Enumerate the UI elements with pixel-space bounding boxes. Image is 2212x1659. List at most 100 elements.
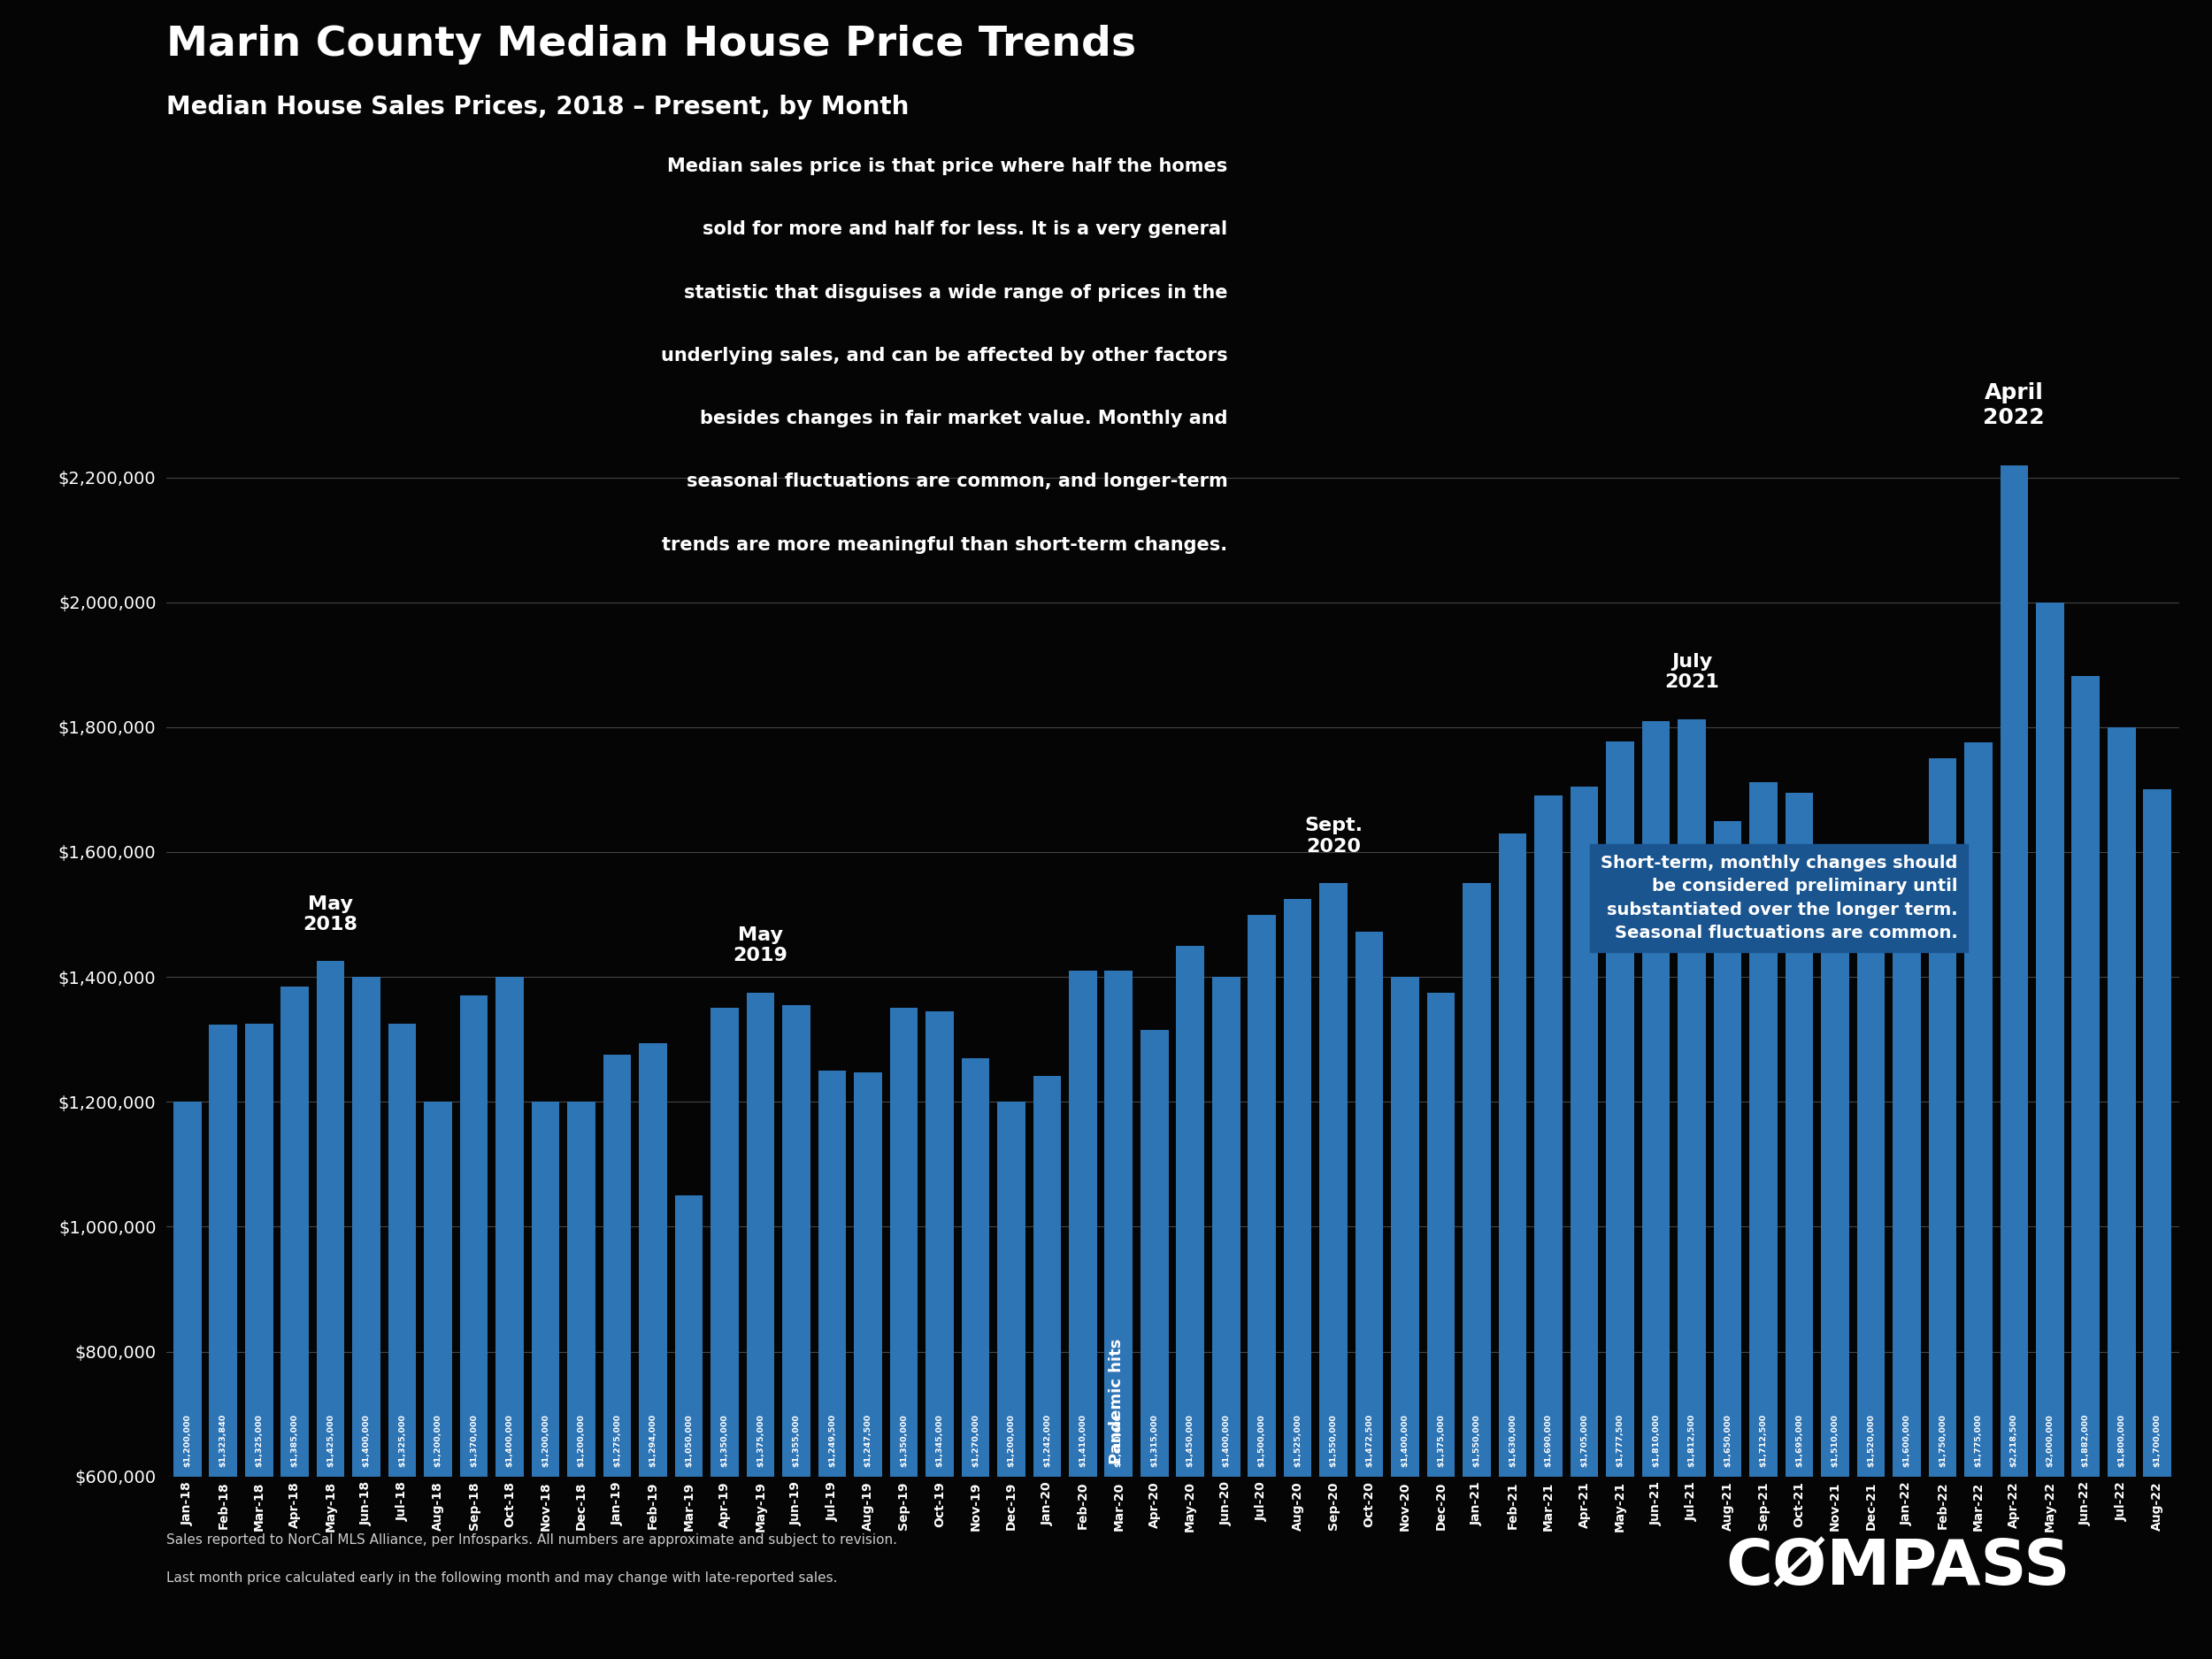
Text: $1,325,000: $1,325,000 bbox=[398, 1413, 407, 1467]
Text: $1,323,840: $1,323,840 bbox=[219, 1413, 228, 1467]
Text: Marin County Median House Price Trends: Marin County Median House Price Trends bbox=[166, 25, 1135, 65]
Text: $1,690,000: $1,690,000 bbox=[1544, 1413, 1553, 1467]
Bar bbox=[568, 1102, 595, 1659]
Text: Last month price calculated early in the following month and may change with lat: Last month price calculated early in the… bbox=[166, 1571, 836, 1584]
Text: July
2021: July 2021 bbox=[1663, 654, 1719, 692]
Bar bbox=[2035, 602, 2064, 1659]
Bar bbox=[1500, 833, 1526, 1659]
Bar bbox=[675, 1196, 703, 1659]
Text: May
2019: May 2019 bbox=[732, 926, 787, 964]
Bar bbox=[1427, 992, 1455, 1659]
Bar bbox=[1391, 977, 1420, 1659]
Text: $1,500,000: $1,500,000 bbox=[1259, 1413, 1265, 1467]
Text: $1,400,000: $1,400,000 bbox=[363, 1413, 369, 1467]
Bar bbox=[1068, 971, 1097, 1659]
Text: $1,800,000: $1,800,000 bbox=[2117, 1413, 2126, 1467]
Bar bbox=[210, 1025, 237, 1659]
Text: $1,355,000: $1,355,000 bbox=[792, 1413, 801, 1467]
Text: $1,350,000: $1,350,000 bbox=[900, 1413, 907, 1467]
Text: $1,247,500: $1,247,500 bbox=[865, 1413, 872, 1467]
Text: Median sales price is that price where half the homes: Median sales price is that price where h… bbox=[668, 158, 1228, 176]
Bar bbox=[1964, 743, 1993, 1659]
Bar bbox=[998, 1102, 1024, 1659]
Bar bbox=[173, 1102, 201, 1659]
Text: Pandemic hits: Pandemic hits bbox=[1108, 1339, 1126, 1463]
Bar bbox=[1283, 899, 1312, 1659]
Bar bbox=[1714, 821, 1741, 1659]
Bar bbox=[1929, 758, 1955, 1659]
Bar bbox=[389, 1024, 416, 1659]
Text: May
2018: May 2018 bbox=[303, 894, 358, 934]
Text: $1,200,000: $1,200,000 bbox=[184, 1413, 192, 1467]
Text: sold for more and half for less. It is a very general: sold for more and half for less. It is a… bbox=[703, 221, 1228, 239]
Bar bbox=[639, 1044, 668, 1659]
Text: $1,400,000: $1,400,000 bbox=[1400, 1413, 1409, 1467]
Bar bbox=[2073, 675, 2099, 1659]
Text: $1,650,000: $1,650,000 bbox=[1723, 1413, 1732, 1467]
Bar bbox=[281, 987, 310, 1659]
Bar bbox=[818, 1072, 845, 1659]
Text: $1,550,000: $1,550,000 bbox=[1473, 1413, 1480, 1467]
Text: $1,375,000: $1,375,000 bbox=[757, 1413, 765, 1467]
Text: $1,370,000: $1,370,000 bbox=[469, 1413, 478, 1467]
Text: $1,385,000: $1,385,000 bbox=[290, 1413, 299, 1467]
Bar bbox=[1606, 742, 1635, 1659]
Bar bbox=[1750, 781, 1776, 1659]
Bar bbox=[1141, 1030, 1168, 1659]
Bar bbox=[604, 1055, 630, 1659]
Bar bbox=[854, 1072, 883, 1659]
Text: $1,812,500: $1,812,500 bbox=[1688, 1413, 1697, 1467]
Bar bbox=[2108, 727, 2135, 1659]
Bar bbox=[425, 1102, 451, 1659]
Bar bbox=[2000, 466, 2028, 1659]
Text: $1,550,000: $1,550,000 bbox=[1329, 1413, 1338, 1467]
Bar bbox=[1641, 722, 1670, 1659]
Text: $1,775,000: $1,775,000 bbox=[1975, 1413, 1982, 1467]
Text: $1,450,000: $1,450,000 bbox=[1186, 1413, 1194, 1467]
Bar bbox=[1535, 796, 1562, 1659]
Text: trends are more meaningful than short-term changes.: trends are more meaningful than short-te… bbox=[661, 536, 1228, 554]
Text: $1,410,000: $1,410,000 bbox=[1115, 1413, 1124, 1467]
Bar bbox=[1677, 720, 1705, 1659]
Text: $1,810,000: $1,810,000 bbox=[1652, 1413, 1659, 1467]
Text: $1,294,000: $1,294,000 bbox=[648, 1413, 657, 1467]
Bar bbox=[1893, 853, 1920, 1659]
Text: $1,345,000: $1,345,000 bbox=[936, 1413, 945, 1467]
Text: Short-term, monthly changes should
be considered preliminary until
substantiated: Short-term, monthly changes should be co… bbox=[1601, 854, 1958, 942]
Text: besides changes in fair market value. Monthly and: besides changes in fair market value. Mo… bbox=[699, 410, 1228, 428]
Bar bbox=[1820, 907, 1849, 1659]
Bar bbox=[1321, 883, 1347, 1659]
Text: $1,520,000: $1,520,000 bbox=[1867, 1413, 1876, 1467]
Text: seasonal fluctuations are common, and longer-term: seasonal fluctuations are common, and lo… bbox=[686, 473, 1228, 491]
Bar bbox=[710, 1009, 739, 1659]
Text: $1,050,000: $1,050,000 bbox=[686, 1413, 692, 1467]
Bar bbox=[316, 961, 345, 1659]
Bar bbox=[1356, 932, 1382, 1659]
Bar bbox=[495, 977, 524, 1659]
Bar bbox=[2143, 790, 2172, 1659]
Text: $1,410,000: $1,410,000 bbox=[1079, 1413, 1086, 1467]
Text: Sept.
2020: Sept. 2020 bbox=[1305, 816, 1363, 854]
Text: $1,695,000: $1,695,000 bbox=[1796, 1413, 1803, 1467]
Bar bbox=[1177, 946, 1203, 1659]
Text: $1,882,000: $1,882,000 bbox=[2081, 1413, 2090, 1467]
Bar bbox=[1462, 883, 1491, 1659]
Text: underlying sales, and can be affected by other factors: underlying sales, and can be affected by… bbox=[661, 347, 1228, 365]
Text: $1,510,000: $1,510,000 bbox=[1832, 1413, 1838, 1467]
Text: $1,325,000: $1,325,000 bbox=[254, 1413, 263, 1467]
Text: $1,200,000: $1,200,000 bbox=[542, 1413, 549, 1467]
Bar bbox=[783, 1005, 810, 1659]
Bar bbox=[745, 992, 774, 1659]
Text: $1,315,000: $1,315,000 bbox=[1150, 1413, 1159, 1467]
Bar bbox=[1856, 902, 1885, 1659]
Bar bbox=[531, 1102, 560, 1659]
Text: $1,750,000: $1,750,000 bbox=[1938, 1413, 1947, 1467]
Bar bbox=[1785, 793, 1814, 1659]
Text: Sales reported to NorCal MLS Alliance, per Infosparks. All numbers are approxima: Sales reported to NorCal MLS Alliance, p… bbox=[166, 1533, 896, 1546]
Text: $1,249,500: $1,249,500 bbox=[827, 1413, 836, 1467]
Text: $1,425,000: $1,425,000 bbox=[327, 1413, 334, 1467]
Bar bbox=[1104, 971, 1133, 1659]
Text: $1,375,000: $1,375,000 bbox=[1438, 1413, 1444, 1467]
Text: $1,777,500: $1,777,500 bbox=[1617, 1413, 1624, 1467]
Text: $1,400,000: $1,400,000 bbox=[507, 1413, 513, 1467]
